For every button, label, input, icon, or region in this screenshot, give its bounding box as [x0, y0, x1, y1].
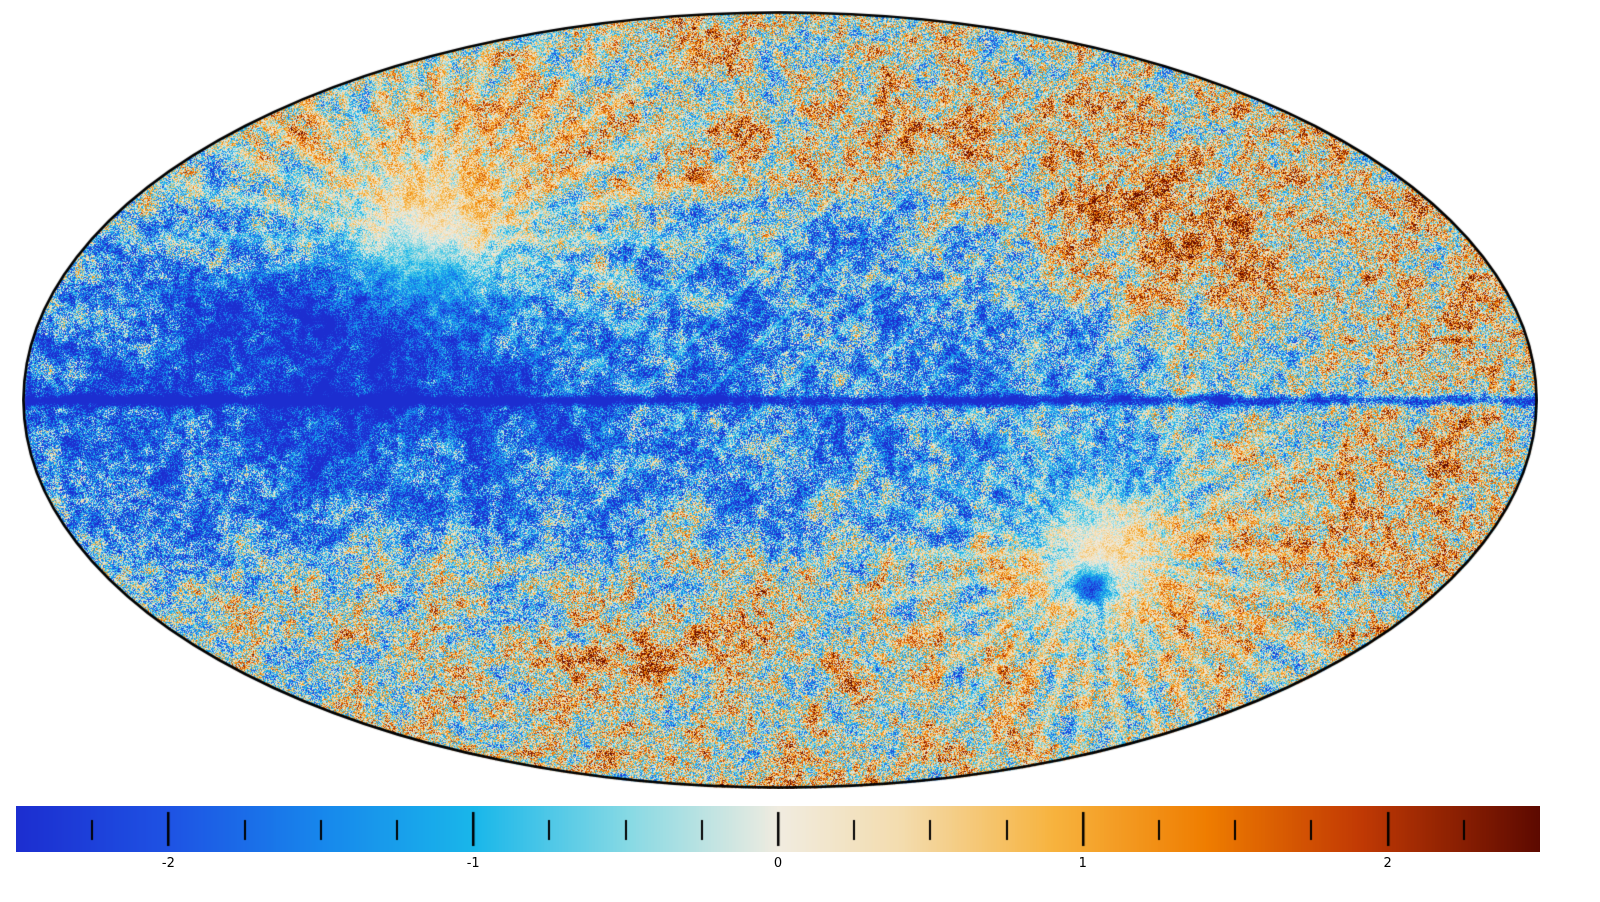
sky-map-canvas	[22, 11, 1538, 789]
colorbar-tick-label: 0	[773, 856, 783, 871]
colorbar-tick-label: 2	[1383, 856, 1392, 871]
colorbar-canvas	[16, 806, 1540, 852]
colorbar-tick-label: 1	[1078, 856, 1087, 871]
colorbar-tick-label: -2	[161, 856, 175, 871]
colorbar-tick-labels: -2 -1 0 1 2	[16, 856, 1540, 876]
colorbar-tick-label: -1	[466, 856, 480, 871]
